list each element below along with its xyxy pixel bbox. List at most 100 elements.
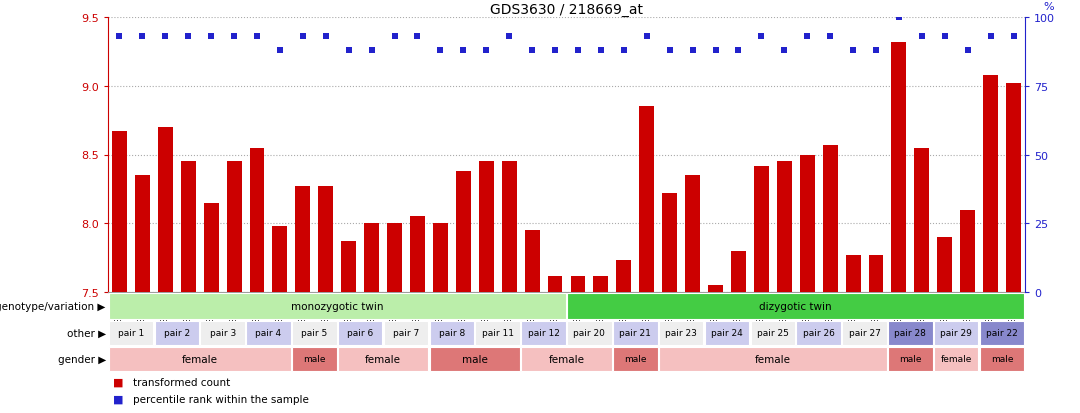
Bar [522, 347, 611, 371]
Bar [662, 194, 677, 292]
Text: %: % [1043, 2, 1054, 12]
Bar [842, 321, 887, 345]
Bar [364, 224, 379, 292]
Text: pair 1: pair 1 [118, 329, 144, 338]
Bar [292, 347, 337, 371]
Text: pair 24: pair 24 [711, 329, 743, 338]
Bar [639, 107, 654, 292]
Bar [613, 347, 658, 371]
Bar [246, 321, 291, 345]
Text: pair 25: pair 25 [757, 329, 788, 338]
Text: transformed count: transformed count [133, 377, 230, 387]
Bar [751, 321, 795, 345]
Text: pair 5: pair 5 [301, 329, 327, 338]
Text: female: female [365, 354, 401, 364]
Text: pair 2: pair 2 [164, 329, 190, 338]
Bar [502, 162, 516, 292]
Bar [387, 224, 402, 292]
Text: other ▶: other ▶ [67, 328, 106, 338]
Text: male: male [900, 355, 921, 363]
Text: pair 22: pair 22 [986, 329, 1018, 338]
Bar [109, 293, 566, 319]
Text: pair 23: pair 23 [665, 329, 697, 338]
Bar [593, 276, 608, 292]
Bar [430, 321, 474, 345]
Text: ■: ■ [113, 377, 124, 387]
Text: monozygotic twin: monozygotic twin [291, 301, 383, 311]
Bar [341, 242, 356, 292]
Text: pair 7: pair 7 [393, 329, 419, 338]
Bar [567, 321, 611, 345]
Text: pair 29: pair 29 [941, 329, 972, 338]
Text: pair 28: pair 28 [894, 329, 927, 338]
Bar [201, 321, 245, 345]
Bar [754, 166, 769, 292]
Bar [410, 217, 424, 292]
Bar [112, 132, 127, 292]
Bar [292, 321, 337, 345]
Bar [934, 347, 978, 371]
Bar [891, 43, 906, 292]
Bar [731, 251, 746, 292]
Bar [296, 187, 310, 292]
Bar [937, 237, 953, 292]
Text: percentile rank within the sample: percentile rank within the sample [133, 394, 309, 404]
Bar [800, 155, 814, 292]
Bar [705, 321, 750, 345]
Bar [158, 128, 173, 292]
Text: male: male [990, 355, 1013, 363]
Bar [846, 255, 861, 292]
Bar [338, 347, 429, 371]
Bar [613, 321, 658, 345]
Text: pair 3: pair 3 [210, 329, 235, 338]
Text: pair 26: pair 26 [802, 329, 835, 338]
Bar [960, 210, 975, 292]
Bar [777, 162, 792, 292]
Bar [433, 224, 448, 292]
Text: female: female [755, 354, 791, 364]
Text: pair 21: pair 21 [619, 329, 651, 338]
Title: GDS3630 / 218669_at: GDS3630 / 218669_at [490, 3, 643, 17]
Bar [430, 347, 519, 371]
Bar [478, 162, 494, 292]
Text: pair 11: pair 11 [482, 329, 514, 338]
Bar [888, 347, 933, 371]
Text: dizygotic twin: dizygotic twin [759, 301, 832, 311]
Bar [1007, 84, 1021, 292]
Bar [249, 148, 265, 292]
Bar [204, 203, 218, 292]
Text: female: female [549, 354, 584, 364]
Text: pair 20: pair 20 [573, 329, 606, 338]
Bar [135, 176, 150, 292]
Bar [383, 321, 429, 345]
Bar [980, 321, 1024, 345]
Text: genotype/variation ▶: genotype/variation ▶ [0, 301, 106, 311]
Bar [180, 162, 195, 292]
Bar [980, 347, 1024, 371]
Bar [227, 162, 242, 292]
Text: male: male [462, 354, 488, 364]
Text: female: female [941, 355, 972, 363]
Bar [915, 148, 929, 292]
Text: female: female [181, 354, 218, 364]
Bar [708, 285, 723, 292]
Text: gender ▶: gender ▶ [57, 354, 106, 364]
Bar [868, 255, 883, 292]
Bar [823, 145, 838, 292]
Bar [154, 321, 199, 345]
Bar [659, 347, 887, 371]
Bar [109, 347, 291, 371]
Bar [617, 261, 632, 292]
Bar [338, 321, 382, 345]
Bar [983, 76, 998, 292]
Text: pair 8: pair 8 [438, 329, 465, 338]
Bar [319, 187, 334, 292]
Bar [456, 171, 471, 292]
Text: ■: ■ [113, 394, 124, 404]
Bar [685, 176, 700, 292]
Text: pair 27: pair 27 [849, 329, 880, 338]
Text: male: male [624, 355, 647, 363]
Bar [934, 321, 978, 345]
Bar [475, 321, 519, 345]
Bar [567, 293, 1024, 319]
